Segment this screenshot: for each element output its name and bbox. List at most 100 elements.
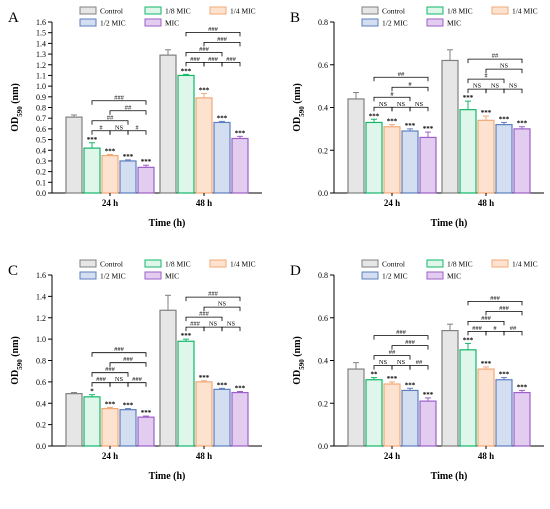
significance-label: # <box>135 124 139 131</box>
bar <box>419 400 437 447</box>
bar <box>231 137 249 194</box>
significance-bracket <box>127 130 147 135</box>
significance-label: ## <box>125 104 132 111</box>
significance-label: NS <box>397 359 406 366</box>
legend-label: MIC <box>447 19 461 28</box>
y-axis-title: OD590 (nm) <box>292 83 306 132</box>
significance-star: * <box>90 388 94 396</box>
significance-label: # <box>99 124 103 131</box>
y-tick-label: 0.0 <box>318 189 328 198</box>
significance-label: ### <box>481 315 492 322</box>
significance-bracket <box>221 61 241 67</box>
y-tick-label: 1.0 <box>36 335 46 344</box>
legend-label: 1/2 MIC <box>100 19 126 28</box>
significance-label: ### <box>190 56 201 63</box>
significance-bracket <box>467 58 523 64</box>
bar <box>83 396 101 447</box>
significance-label: ### <box>199 46 210 53</box>
significance-label: ### <box>208 291 219 298</box>
bar <box>101 154 119 194</box>
bar <box>347 98 365 194</box>
significance-bracket <box>409 365 429 370</box>
legend-label: 1/4 MIC <box>512 260 538 269</box>
significance-label: # <box>390 91 394 98</box>
legend-label: 1/4 MIC <box>230 7 256 16</box>
x-axis-title: Time (h) <box>431 218 468 229</box>
significance-label: ### <box>472 325 483 332</box>
significance-bracket <box>203 306 241 312</box>
significance-label: ### <box>132 376 143 383</box>
significance-bracket <box>467 78 505 84</box>
significance-bracket <box>91 352 147 357</box>
bar <box>101 407 119 447</box>
y-tick-label: 0.2 <box>318 146 328 155</box>
bar <box>347 368 365 447</box>
significance-label: ### <box>217 36 228 43</box>
significance-bracket <box>91 100 147 105</box>
y-tick-label: 0.0 <box>318 442 328 451</box>
significance-star: *** <box>481 360 492 368</box>
bar <box>383 383 401 447</box>
y-tick-label: 1.4 <box>36 292 46 301</box>
bar <box>513 391 531 447</box>
bar <box>459 109 477 194</box>
legend-swatch <box>144 271 162 280</box>
significance-bracket <box>373 355 411 360</box>
significance-label: ## <box>492 53 499 60</box>
significance-bracket <box>185 316 223 322</box>
significance-star: *** <box>517 383 528 391</box>
significance-star: *** <box>199 374 210 382</box>
legend-label: 1/8 MIC <box>165 7 191 16</box>
y-axis-title: OD590 (nm) <box>10 83 24 132</box>
significance-star: *** <box>105 148 116 156</box>
bar <box>65 116 83 194</box>
significance-bracket <box>485 68 523 74</box>
y-tick-label: 0.0 <box>36 442 46 451</box>
y-tick-label: 0.4 <box>36 146 46 155</box>
significance-bracket <box>485 311 523 316</box>
bar <box>137 416 155 447</box>
legend-swatch <box>79 6 97 15</box>
y-tick-label: 1.2 <box>36 61 46 70</box>
significance-label: ### <box>190 321 201 328</box>
y-tick-label: 1.1 <box>36 71 46 80</box>
significance-star: *** <box>405 122 416 130</box>
y-tick-label: 0.6 <box>36 125 46 134</box>
significance-star: *** <box>387 118 398 126</box>
y-axis-title: OD590 (nm) <box>292 336 306 385</box>
significance-star: *** <box>423 391 434 399</box>
significance-label: ## <box>416 359 423 366</box>
significance-label: ### <box>405 339 416 346</box>
legend-swatch <box>209 259 227 268</box>
category-label: 48 h <box>196 451 212 461</box>
significance-bracket <box>221 326 241 332</box>
y-tick-label: 0.2 <box>36 168 46 177</box>
bar <box>231 391 249 447</box>
significance-bracket <box>467 301 523 306</box>
y-tick-label: 0.7 <box>36 114 46 123</box>
legend-label: 1/2 MIC <box>100 272 126 281</box>
category-label: 24 h <box>102 198 118 208</box>
significance-label: ### <box>199 311 210 318</box>
significance-bracket <box>185 61 205 67</box>
significance-bracket <box>127 382 147 387</box>
bar <box>441 329 459 447</box>
legend-swatch <box>79 259 97 268</box>
panel-letter: D <box>290 263 301 279</box>
significance-bracket <box>485 88 505 94</box>
significance-label: # <box>484 73 488 80</box>
legend-label: 1/2 MIC <box>382 272 408 281</box>
bar <box>159 309 177 447</box>
panel-letter: A <box>8 10 19 26</box>
legend-swatch <box>426 6 444 15</box>
bar <box>159 54 177 194</box>
bar <box>477 368 495 447</box>
bar <box>195 97 213 194</box>
significance-bracket <box>485 331 505 336</box>
significance-label: NS <box>397 101 406 108</box>
significance-star: *** <box>181 67 192 75</box>
legend-swatch <box>426 18 444 27</box>
significance-bracket <box>203 41 241 47</box>
legend-swatch <box>361 6 379 15</box>
significance-star: *** <box>423 125 434 133</box>
